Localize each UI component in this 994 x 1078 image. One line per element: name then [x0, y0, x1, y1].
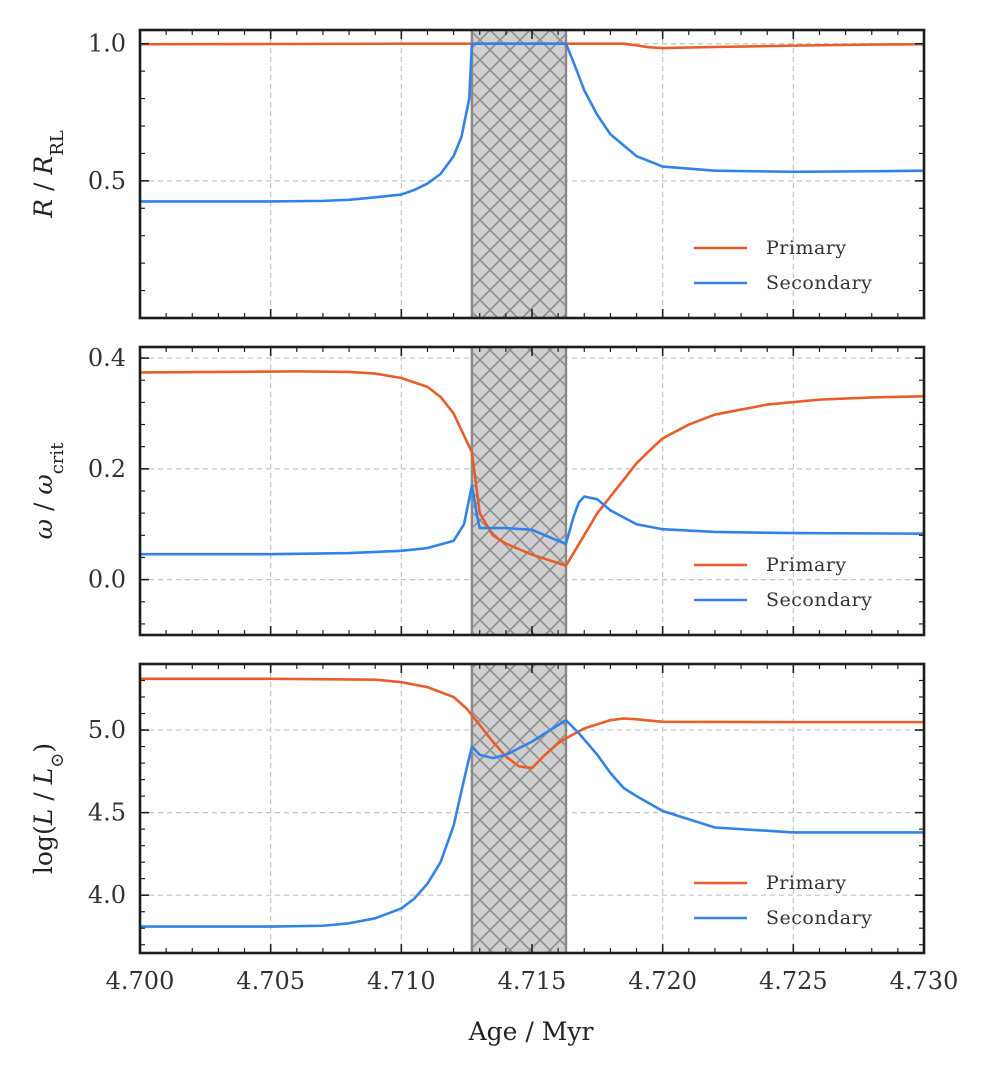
legend: Primary Secondary — [694, 872, 872, 929]
legend-label-secondary: Secondary — [766, 907, 872, 929]
series-line-primary — [140, 42, 924, 50]
y-tick-label: 0.5 — [88, 167, 126, 195]
y-tick-label: 0.0 — [88, 566, 126, 594]
x-tick-label: 4.730 — [890, 967, 959, 995]
series-line-secondary — [140, 42, 924, 203]
series-line-primary — [140, 370, 924, 568]
y-tick-label: 0.2 — [88, 455, 126, 483]
legend-label-primary: Primary — [766, 872, 847, 894]
legend-label-primary: Primary — [766, 237, 847, 259]
legend: Primary Secondary — [694, 554, 872, 611]
panel-3: 4.700 4.705 4.710 4.715 4.720 4.725 4.730 4.0 4.… — [29, 662, 959, 995]
panel-frame — [138, 28, 926, 320]
legend-label-primary: Primary — [766, 554, 847, 576]
panel-2: 0.0 0.2 0.4 ω / ωcrit Primary Secondary — [29, 344, 926, 637]
y-tick-label: 5.0 — [88, 716, 126, 744]
series-line-secondary — [140, 484, 924, 556]
x-axis-label: Age / Myr — [468, 1017, 594, 1046]
x-tick-label: 4.720 — [628, 967, 697, 995]
y-tick-label: 0.4 — [88, 344, 126, 372]
panel-1: 0.5 1.0 R / RRL Primary Secondary — [29, 28, 926, 320]
y-axis-label: ω / ωcrit — [29, 442, 68, 540]
x-tick-label: 4.725 — [759, 967, 828, 995]
y-tick-label: 4.5 — [88, 799, 126, 827]
series-line-secondary — [140, 718, 924, 928]
legend-label-secondary: Secondary — [766, 272, 872, 294]
x-tick-label: 4.710 — [367, 967, 436, 995]
y-axis-label: R / RRL — [29, 130, 68, 219]
y-tick-label: 4.0 — [88, 881, 126, 909]
legend-label-secondary: Secondary — [766, 589, 872, 611]
x-tick-label: 4.715 — [498, 967, 567, 995]
series-line-primary — [140, 677, 924, 770]
panel-frame — [138, 345, 926, 637]
x-tick-label: 4.700 — [106, 967, 175, 995]
legend: Primary Secondary — [694, 237, 872, 294]
shaded-interval — [471, 664, 566, 953]
panel-frame — [138, 662, 926, 955]
y-tick-label: 1.0 — [88, 30, 126, 58]
x-tick-label: 4.705 — [236, 967, 305, 995]
y-axis-label: log(L / L⊙) — [29, 743, 68, 874]
shaded-interval — [471, 347, 566, 635]
shaded-interval — [471, 30, 566, 318]
